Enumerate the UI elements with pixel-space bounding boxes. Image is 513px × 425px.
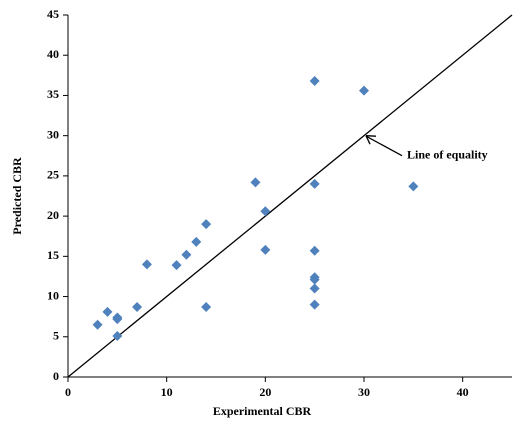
x-axis-label: Experimental CBR	[213, 404, 312, 418]
y-tick-label: 45	[47, 7, 59, 21]
point	[181, 249, 192, 260]
point	[309, 283, 320, 294]
x-tick-label: 0	[65, 385, 71, 399]
point	[112, 330, 123, 341]
annotation-arrowhead	[365, 135, 377, 145]
y-tick-label: 20	[47, 208, 59, 222]
y-tick-label: 15	[47, 248, 59, 262]
point	[112, 314, 123, 325]
annotation: Line of equality	[407, 147, 488, 161]
point	[171, 260, 182, 271]
x-tick-label: 20	[259, 385, 271, 399]
point	[260, 244, 271, 255]
point	[132, 302, 143, 313]
y-tick-label: 35	[47, 87, 59, 101]
point	[408, 181, 419, 192]
equality-line	[67, 14, 513, 378]
point	[250, 177, 261, 188]
x-tick-label: 40	[457, 385, 469, 399]
point	[309, 245, 320, 256]
point	[309, 178, 320, 189]
point	[201, 219, 212, 230]
y-tick-label: 5	[53, 329, 59, 343]
y-tick-label: 10	[47, 288, 59, 302]
point	[359, 85, 369, 96]
point	[141, 259, 152, 270]
point	[309, 75, 320, 86]
point	[191, 236, 202, 247]
point	[201, 302, 212, 313]
y-tick-label: 25	[47, 168, 59, 182]
annotation-arrow	[366, 136, 403, 157]
point	[102, 306, 113, 317]
x-tick-label: 10	[161, 385, 173, 399]
y-tick-label: 30	[47, 127, 59, 141]
point	[309, 299, 320, 310]
point	[309, 274, 320, 285]
y-tick-label: 0	[53, 369, 59, 383]
point	[260, 206, 271, 217]
point	[92, 319, 103, 330]
x-tick-label: 30	[358, 385, 370, 399]
y-tick-label: 40	[47, 47, 59, 61]
y-axis-label: Predicted CBR	[10, 157, 24, 235]
